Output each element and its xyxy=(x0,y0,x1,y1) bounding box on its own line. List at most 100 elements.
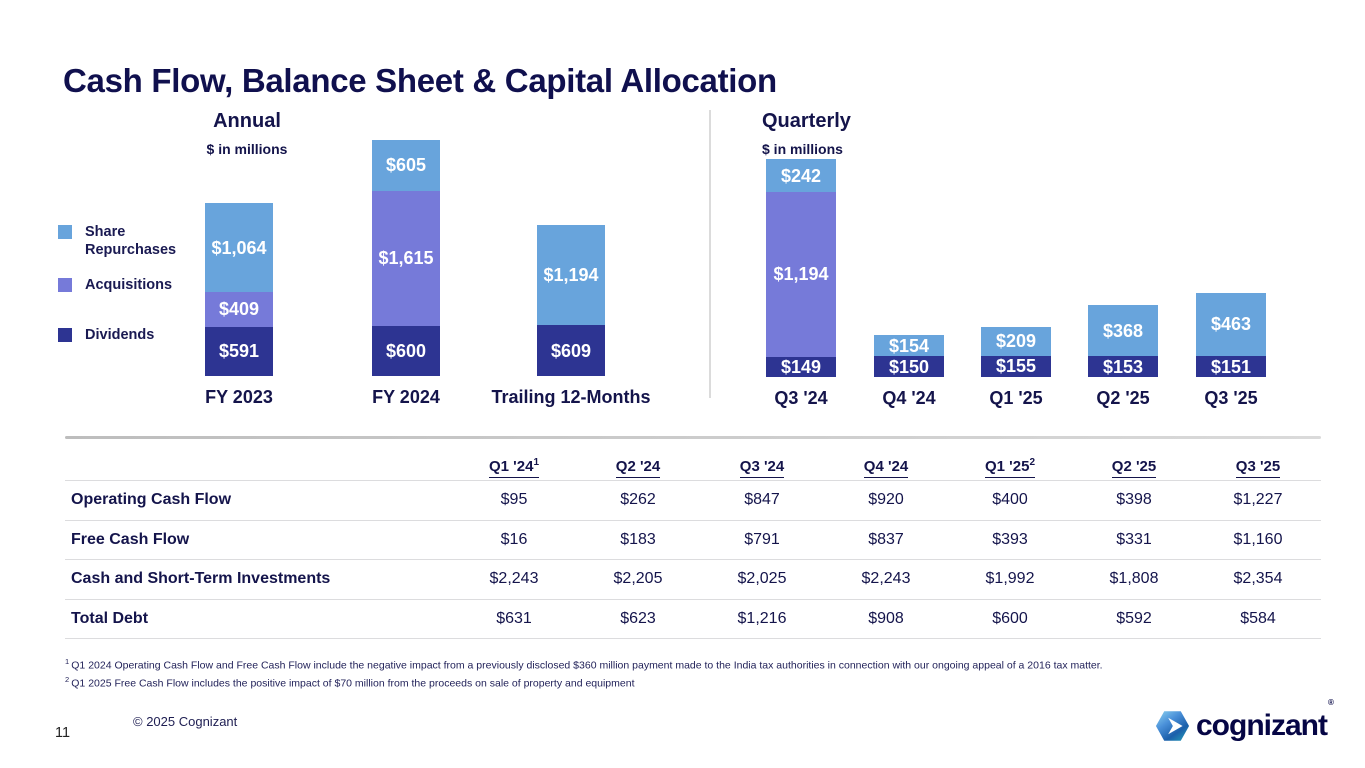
legend-item: Dividends xyxy=(58,326,154,344)
table-cell: $2,243 xyxy=(489,570,539,588)
column-header: Q3 '25 xyxy=(1196,458,1320,478)
bar-segment: $242 xyxy=(766,159,836,193)
table-row: Cash and Short-Term Investments $2,243 $2,… xyxy=(65,560,1321,600)
column-header-label: Q4 '24 xyxy=(863,458,909,478)
stacked-bar: $150 $154 xyxy=(874,335,944,377)
column-header: Q4 '24 xyxy=(824,458,948,478)
table-cell: $791 xyxy=(744,530,780,548)
bar-value-label: $463 xyxy=(1210,314,1252,335)
table-cell: $400 xyxy=(992,491,1028,509)
row-label: Total Debt xyxy=(71,609,149,627)
footnote: 1 Q1 2024 Operating Cash Flow and Free C… xyxy=(65,657,1103,672)
table-cell: $2,205 xyxy=(613,570,663,588)
bar-segment: $409 xyxy=(205,292,273,327)
legend-item: Share Repurchases xyxy=(58,223,197,259)
table-cell: $1,992 xyxy=(985,570,1035,588)
cognizant-logo: cognizant® xyxy=(1153,698,1334,744)
column-header-label: Q3 '25 xyxy=(1235,458,1281,478)
column-header: Q2 '25 xyxy=(1072,458,1196,478)
bar-segment: $1,194 xyxy=(537,225,605,325)
column-header: Q3 '24 xyxy=(700,458,824,478)
page-title: Cash Flow, Balance Sheet & Capital Alloc… xyxy=(63,62,777,100)
bar-segment: $150 xyxy=(874,356,944,377)
page-number: 11 xyxy=(55,725,71,741)
table-row: Total Debt $631 $623 $1,216 $908 $600 $592 $584 xyxy=(65,600,1321,639)
bar-value-label: $600 xyxy=(385,340,427,361)
table-cell: $592 xyxy=(1116,609,1152,627)
column-header-label: Q2 '25 xyxy=(1111,458,1157,478)
table-cell: $623 xyxy=(620,609,656,627)
bar-value-label: $151 xyxy=(1210,356,1252,377)
table-cell: $2,354 xyxy=(1233,570,1283,588)
bar-value-label: $1,194 xyxy=(773,264,829,285)
bar-value-label: $209 xyxy=(995,331,1037,352)
stacked-bar: $153 $368 xyxy=(1088,305,1158,377)
copyright: © 2025 Cognizant xyxy=(133,714,238,729)
bar-segment: $591 xyxy=(205,326,273,376)
stacked-bar: $151 $463 xyxy=(1196,292,1266,377)
bar-value-label: $149 xyxy=(780,356,822,377)
bar-value-label: $242 xyxy=(780,165,822,186)
bar-value-label: $368 xyxy=(1102,320,1144,341)
stacked-bar: $609 $1,194 xyxy=(537,225,605,376)
category-label: Q1 '25 xyxy=(989,388,1043,408)
stacked-bar: $155 $209 xyxy=(981,327,1051,377)
category-label: Q3 '25 xyxy=(1204,388,1258,408)
bar-value-label: $409 xyxy=(218,299,260,320)
table-cell: $2,243 xyxy=(861,570,911,588)
table-cell: $1,808 xyxy=(1109,570,1159,588)
table-cell: $600 xyxy=(992,609,1028,627)
bar-segment: $600 xyxy=(372,325,440,376)
table-cell: $908 xyxy=(868,609,904,627)
footnote: 2 Q1 2025 Free Cash Flow includes the po… xyxy=(65,674,635,690)
legend-label: Dividends xyxy=(85,327,155,343)
footnotes: 1 Q1 2024 Operating Cash Flow and Free C… xyxy=(65,655,1103,690)
column-header: Q1 '241 xyxy=(452,457,576,478)
cognizant-logo-icon xyxy=(1155,711,1190,741)
bar-segment: $209 xyxy=(981,327,1051,356)
column-header: Q2 '24 xyxy=(576,458,700,478)
bar-value-label: $153 xyxy=(1102,356,1144,377)
cognizant-wordmark: cognizant® xyxy=(1196,698,1334,742)
row-label: Cash and Short-Term Investments xyxy=(71,570,331,588)
category-label: Q4 '24 xyxy=(882,388,936,408)
bar-value-label: $1,615 xyxy=(378,248,434,269)
annual-chart-title: Annual xyxy=(213,110,281,132)
table-cell: $331 xyxy=(1116,530,1152,548)
bar-value-label: $609 xyxy=(550,340,592,361)
bar-value-label: $605 xyxy=(385,155,427,176)
row-label: Free Cash Flow xyxy=(71,530,190,548)
stacked-bar: $591 $409 $1,064 xyxy=(205,203,273,376)
bar-segment: $463 xyxy=(1196,292,1266,357)
financial-metrics-table: Q1 '241 Q2 '24 Q3 '24 Q4 '24 Q1 '252 Q2 '25 Q3… xyxy=(65,439,1321,639)
bar-segment: $368 xyxy=(1088,305,1158,356)
table-cell: $847 xyxy=(744,491,780,509)
bar-value-label: $155 xyxy=(995,356,1037,377)
column-header: Q1 '252 xyxy=(948,457,1072,478)
bar-value-label: $1,194 xyxy=(543,265,599,286)
category-label: FY 2023 xyxy=(205,387,273,407)
stacked-bar: $600 $1,615 $605 xyxy=(372,140,440,376)
bar-segment: $605 xyxy=(372,140,440,191)
table-cell: $920 xyxy=(868,491,904,509)
table-cell: $393 xyxy=(992,530,1028,548)
bar-segment: $155 xyxy=(981,355,1051,377)
bar-value-label: $154 xyxy=(888,335,930,356)
legend-swatch-icon xyxy=(58,225,72,239)
bar-value-label: $591 xyxy=(218,341,260,362)
table-cell: $262 xyxy=(620,491,656,509)
bar-segment: $609 xyxy=(537,325,605,376)
column-header-label: Q2 '24 xyxy=(615,458,661,478)
bar-value-label: $150 xyxy=(888,356,930,377)
table-cell: $584 xyxy=(1240,609,1276,627)
table-cell: $2,025 xyxy=(737,570,787,588)
annual-chart-subtitle: $ in millions xyxy=(206,141,288,157)
column-header-label: Q3 '24 xyxy=(739,458,785,478)
category-label: Q2 '25 xyxy=(1096,388,1150,408)
table-cell: $95 xyxy=(500,491,528,509)
bar-segment: $151 xyxy=(1196,356,1266,377)
column-header-label: Q1 '252 xyxy=(985,457,1035,478)
table-cell: $1,160 xyxy=(1233,530,1283,548)
table-row: Operating Cash Flow $95 $262 $847 $920 $400 $3… xyxy=(65,481,1321,521)
